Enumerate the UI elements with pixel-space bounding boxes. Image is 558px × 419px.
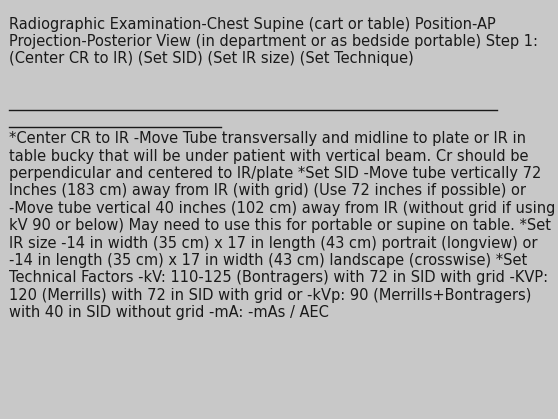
Text: *Center CR to IR -Move Tube transversally and midline to plate or IR in table bu: *Center CR to IR -Move Tube transversall… (9, 131, 555, 320)
Text: Radiographic Examination-Chest Supine (cart or table) Position-AP Projection-Pos: Radiographic Examination-Chest Supine (c… (9, 17, 538, 67)
